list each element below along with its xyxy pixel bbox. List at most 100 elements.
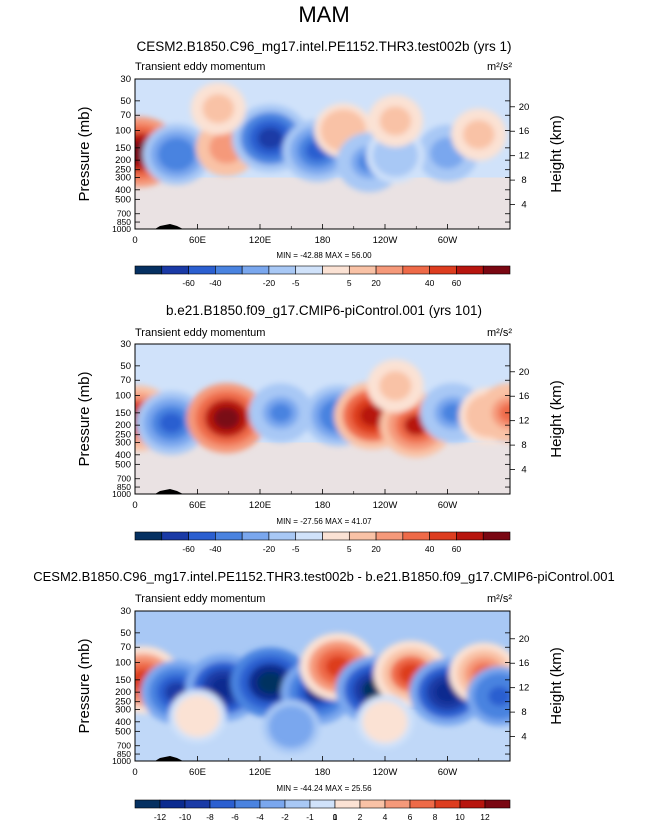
height-tick-label: 12 (519, 683, 530, 694)
colorbar-label: -5 (292, 278, 300, 288)
field-background (135, 177, 510, 229)
y-tick-label: 200 (115, 687, 131, 698)
y-tick-label: 850 (117, 482, 131, 492)
y-tick-label: 30 (120, 74, 131, 85)
panel-2: b.e21.B1850.f09_g17.CMIP6-piControl.001 … (76, 303, 565, 554)
colorbar-label: -8 (206, 812, 214, 822)
anomaly-contour (436, 143, 459, 163)
field-background (135, 611, 510, 641)
anomaly-contour (210, 676, 237, 699)
colorbar-swatch (375, 531, 404, 541)
colorbar-label: 1 (333, 812, 338, 822)
field-anomalies (135, 632, 510, 754)
colorbar-swatch (359, 799, 386, 809)
colorbar-label: 40 (425, 544, 435, 554)
y-axis-right-label: Height (km) (548, 115, 565, 193)
colorbar-swatch (161, 531, 189, 541)
colorbar-swatch (241, 531, 270, 541)
y-tick-label: 100 (115, 126, 131, 137)
variable-label: Transient eddy momentum (135, 593, 265, 605)
y-axis-right-label: Height (km) (548, 647, 565, 725)
colorbar-swatch (284, 799, 311, 809)
anomaly-contour (488, 686, 510, 706)
min-max-label: MIN = -42.88 MAX = 56.00 (276, 251, 372, 260)
panel-title: b.e21.B1850.f09_g17.CMIP6-piControl.001 … (166, 303, 482, 318)
units-label: m²/s² (487, 327, 512, 339)
x-tick-label: 180 (315, 767, 331, 778)
colorbar-label: -1 (306, 812, 314, 822)
colorbar: -60 -40 -20 -5 5 20 40 60 (134, 265, 511, 288)
colorbar-swatch (348, 265, 377, 275)
colorbar-swatch (188, 265, 216, 275)
y-axis-right-label: Height (km) (548, 380, 565, 458)
colorbar-label: -40 (209, 544, 222, 554)
colorbar-swatch (459, 799, 486, 809)
field-background (135, 344, 510, 374)
colorbar-label: -10 (179, 812, 192, 822)
colorbar-label: -6 (231, 812, 239, 822)
y-tick-label: 100 (115, 658, 131, 669)
anomaly-contour (269, 403, 292, 423)
colorbar-swatch (215, 531, 243, 541)
y-tick-label: 300 (115, 704, 131, 715)
colorbar-swatch (241, 265, 270, 275)
colorbar-label: -5 (292, 544, 300, 554)
colorbar-label: -60 (182, 278, 195, 288)
colorbar-swatch (134, 531, 163, 541)
plot-area (135, 344, 510, 494)
y-tick-label: 50 (120, 96, 131, 107)
y-tick-label: 700 (117, 741, 131, 751)
y-tick-label: 250 (115, 165, 131, 176)
colorbar-label: 4 (383, 812, 388, 822)
colorbar-label: 0 (333, 812, 338, 822)
colorbar-label: 60 (452, 544, 462, 554)
colorbar-label: -4 (256, 812, 264, 822)
min-max-label: MIN = -27.56 MAX = 41.07 (276, 517, 372, 526)
y-tick-label: 500 (115, 194, 131, 205)
colorbar-swatch (268, 531, 297, 541)
colorbar-swatch (134, 265, 163, 275)
colorbar-swatch (456, 265, 484, 275)
variable-label: Transient eddy momentum (135, 61, 265, 73)
colorbar: -12 -10 -8 -6 -4 -2 -1 01 2 4 6 8 10 12 (134, 799, 511, 822)
y-tick-label: 250 (115, 697, 131, 708)
anomaly-contour (374, 712, 396, 731)
height-tick-label: 4 (521, 465, 526, 476)
panel-3: CESM2.B1850.C96_mg17.intel.PE1152.THR3.t… (33, 569, 615, 822)
x-tick-label: 60E (189, 235, 206, 246)
colorbar-label: -20 (263, 544, 276, 554)
y-axis-label: Pressure (mb) (76, 371, 93, 466)
y-tick-label: 70 (120, 642, 131, 653)
anomaly-contour (468, 125, 489, 144)
anomaly-contour (385, 377, 406, 395)
x-tick-label: 180 (315, 500, 331, 511)
panel-title: CESM2.B1850.C96_mg17.intel.PE1152.THR3.t… (137, 39, 512, 54)
season-title: MAM (298, 2, 349, 27)
colorbar-swatch (429, 531, 457, 541)
height-tick-label: 16 (519, 391, 530, 402)
colorbar-label: 12 (480, 812, 490, 822)
y-tick-label: 300 (115, 172, 131, 183)
x-tick-label: 60E (189, 500, 206, 511)
y-tick-label: 850 (117, 217, 131, 227)
field-anomalies (135, 359, 510, 458)
y-tick-label: 50 (120, 361, 131, 372)
colorbar-label: -20 (263, 278, 276, 288)
y-tick-label: 700 (117, 474, 131, 484)
colorbar-label: -12 (154, 812, 167, 822)
height-tick-label: 8 (521, 175, 526, 186)
field-background (135, 442, 510, 494)
height-tick-label: 16 (519, 126, 530, 137)
anomaly-contour (359, 404, 386, 427)
height-tick-label: 4 (521, 200, 526, 211)
anomaly-contour (165, 144, 189, 165)
height-tick-label: 8 (521, 707, 526, 718)
x-tick-label: 120E (249, 500, 271, 511)
y-tick-label: 700 (117, 209, 131, 219)
colorbar-label: 20 (371, 544, 381, 554)
y-tick-label: 30 (120, 606, 131, 617)
